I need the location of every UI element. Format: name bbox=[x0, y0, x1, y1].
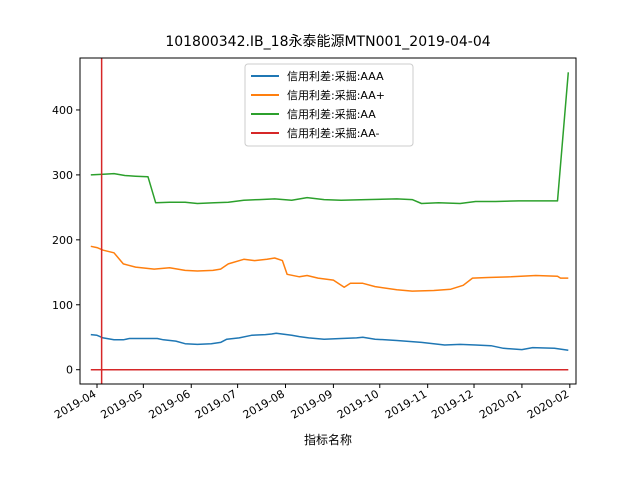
y-tick-label-3: 300 bbox=[52, 169, 73, 182]
legend: 信用利差:采掘:AAA 信用利差:采掘:AA+ 信用利差:采掘:AA 信用利差:采掘:… bbox=[244, 63, 414, 147]
legend-label-1: 信用利差:采掘:AA+ bbox=[287, 88, 385, 102]
y-tick-label-4: 400 bbox=[52, 104, 73, 117]
y-tick-label-2: 200 bbox=[52, 234, 73, 247]
plot-frame bbox=[79, 57, 577, 385]
y-tick-label-1: 100 bbox=[52, 299, 73, 312]
plot-area bbox=[90, 58, 570, 384]
chart-title: 101800342.IB_18永泰能源MTN001_2019-04-04 bbox=[165, 34, 490, 50]
legend-label-0: 信用利差:采掘:AAA bbox=[287, 69, 384, 83]
x-axis-label: 指标名称 bbox=[304, 432, 352, 447]
series-line-1 bbox=[90, 245, 569, 292]
legend-label-3: 信用利差:采掘:AA- bbox=[287, 126, 380, 140]
legend-label-2: 信用利差:采掘:AA bbox=[287, 107, 376, 121]
y-axis: 0 100 200 300 400 bbox=[52, 104, 80, 377]
y-tick-label-0: 0 bbox=[66, 364, 73, 377]
legend-box bbox=[244, 63, 414, 147]
series-line-2 bbox=[90, 72, 570, 205]
series-line-0 bbox=[90, 332, 569, 351]
